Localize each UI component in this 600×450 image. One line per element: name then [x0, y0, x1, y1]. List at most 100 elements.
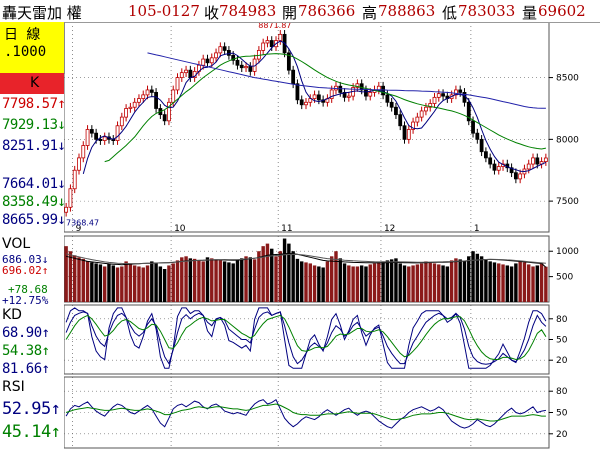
kd-tick-label: 50	[556, 336, 568, 346]
x-tick-label: 9	[76, 224, 82, 234]
candle-body	[394, 106, 398, 116]
candle-body	[458, 89, 463, 93]
candle-body	[162, 114, 167, 122]
volume-bar	[222, 261, 227, 302]
volume-bar	[244, 256, 248, 302]
candle-body	[188, 69, 193, 78]
candle-body	[231, 54, 236, 61]
volume-bar	[394, 258, 398, 302]
volume-bar	[291, 251, 295, 302]
candle-body	[415, 116, 420, 123]
range-value: 7664.01↓	[2, 176, 66, 192]
volume-bar	[377, 262, 381, 302]
close-value: 784983	[219, 2, 277, 20]
volume-bar	[325, 261, 330, 302]
volume-tick-label: 500	[556, 273, 573, 283]
volume-bar	[445, 266, 450, 302]
candle-body	[248, 66, 253, 72]
volume-bar	[419, 263, 424, 302]
scale-label: .1000	[4, 44, 47, 60]
candle-body	[222, 46, 227, 51]
volume-bar	[458, 259, 462, 302]
candle-body	[316, 94, 321, 101]
volume-bar	[527, 264, 531, 302]
volume-bar	[437, 264, 441, 302]
volume-bar	[120, 266, 124, 302]
candle-body	[385, 94, 390, 103]
candle-body	[171, 89, 176, 103]
volume-bar	[454, 258, 458, 302]
ma-long-line	[147, 52, 546, 109]
volume-bar	[274, 256, 278, 302]
vol-title: VOL	[2, 236, 31, 252]
candle-body	[492, 163, 497, 171]
ma-value: 7798.57↑	[2, 96, 66, 112]
candle-body	[291, 69, 296, 85]
volume-bar	[158, 266, 163, 302]
candle-body	[479, 138, 484, 153]
volume-bar	[539, 263, 544, 302]
candle-body	[205, 58, 210, 64]
volume-bar	[407, 266, 411, 302]
volume-bar	[372, 263, 377, 302]
candle-body	[543, 157, 548, 162]
candle-body	[141, 94, 146, 99]
rsi-value: 52.95↑	[2, 399, 61, 419]
volume-bar	[355, 266, 360, 302]
k-title-box[interactable]: K	[0, 73, 64, 94]
volume-bar	[171, 263, 175, 302]
volume-bar	[535, 265, 540, 302]
volume-bar	[509, 266, 514, 302]
indicator-sidebar: 日 線 .1000 K 7798.57↑ 7929.13↓ 8251.91↓ 7…	[0, 22, 66, 450]
vol-value: +78.68	[8, 283, 48, 296]
volume-bar	[398, 263, 402, 302]
volume-bar	[467, 256, 471, 302]
volume-bar	[518, 261, 522, 302]
volume-bar	[531, 266, 535, 302]
volume-bar	[205, 257, 210, 302]
volume-bar	[145, 265, 150, 302]
candle-body	[261, 42, 266, 51]
kd-value: 68.90↑	[2, 325, 50, 341]
candle-body	[278, 33, 283, 41]
volume-ma-line	[65, 253, 546, 265]
range-value: 8358.49↓	[2, 194, 66, 210]
period-box[interactable]: 日 線 .1000	[0, 22, 65, 74]
candle-body	[419, 110, 424, 118]
candle-body	[115, 125, 120, 141]
x-tick-label: 10	[174, 224, 186, 234]
volume-bar	[98, 264, 103, 302]
candle-body	[154, 92, 158, 109]
volume-bar	[107, 263, 111, 302]
kd-value: 81.66↑	[2, 361, 50, 377]
volume-bar	[359, 265, 364, 302]
volume-bar	[389, 259, 394, 302]
candle-body	[214, 52, 218, 59]
volume-bar	[252, 259, 257, 302]
rsi-value: 45.14↑	[2, 422, 61, 442]
candle-body	[184, 69, 188, 74]
candle-body	[406, 129, 411, 140]
volume-bar	[111, 265, 115, 302]
close-label: 收	[204, 4, 220, 22]
volume-bar	[317, 266, 321, 302]
x-tick-label: 12	[384, 224, 395, 234]
volume-bar	[235, 260, 240, 302]
volume-bar	[287, 243, 291, 302]
ma-value: 7929.13↓	[2, 117, 66, 133]
volume-bar	[128, 263, 133, 302]
candle-body	[94, 132, 99, 140]
volume-tick-label: 1000	[556, 247, 579, 257]
high-value: 788863	[378, 2, 436, 20]
candle-body	[428, 103, 433, 108]
volume-value: 69602	[538, 2, 586, 20]
vol-value: +12.75%	[2, 294, 49, 307]
volume-bar	[132, 265, 137, 302]
volume-bar	[231, 263, 235, 302]
kd-tick-label: 80	[556, 315, 568, 325]
candle-body	[424, 106, 428, 112]
candle-body	[201, 58, 206, 66]
volume-bar	[248, 257, 253, 302]
candle-body	[179, 72, 184, 78]
volume-bar	[492, 262, 497, 302]
